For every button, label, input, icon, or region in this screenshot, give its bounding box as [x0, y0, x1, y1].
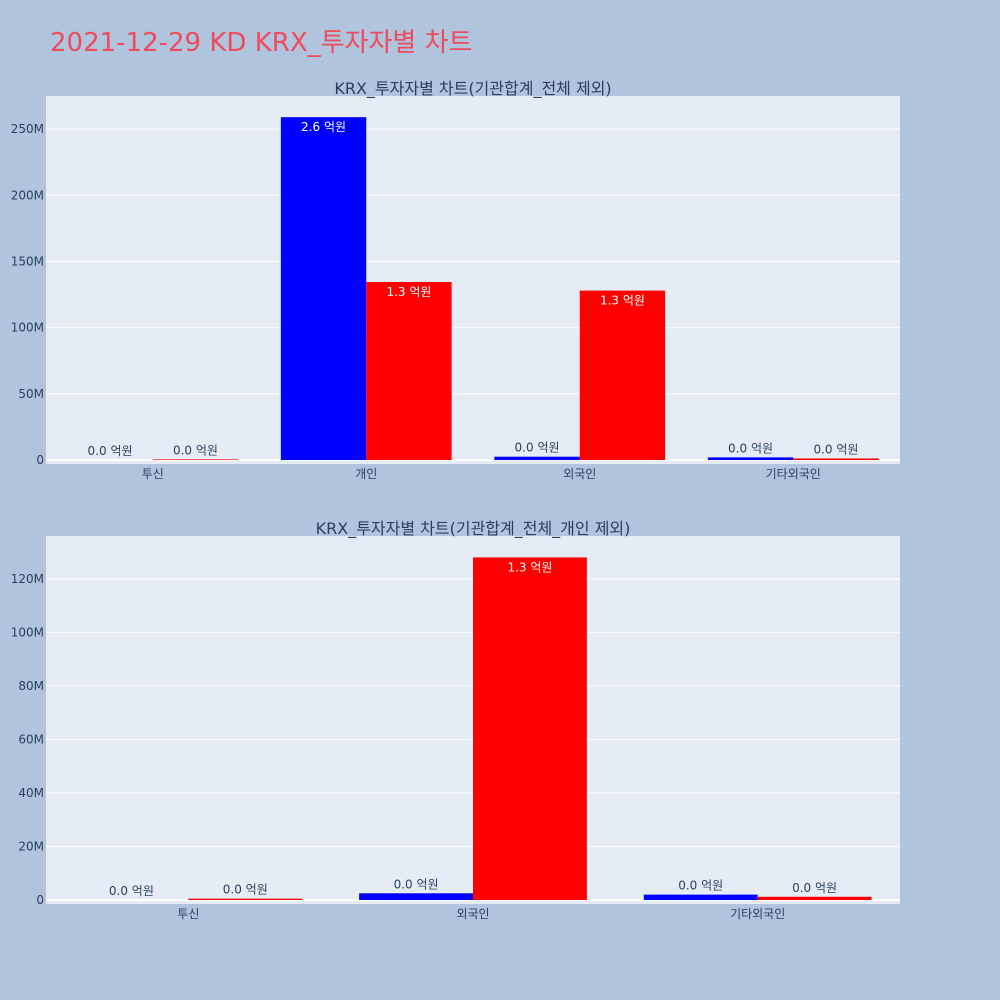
data-label-1-0-2: 0.0 억원 [678, 879, 723, 893]
data-label-0-0-2: 0.0 억원 [515, 441, 560, 455]
x-tick-label-1-2: 기타외국인 [730, 907, 785, 921]
bar-1-0-1 [359, 893, 473, 900]
y-tick-label-1-2: 40M [18, 786, 44, 800]
y-tick-label-1-3: 60M [18, 732, 44, 746]
y-tick-label-1-0: 0 [36, 893, 44, 907]
data-label-1-1-0: 0.0 억원 [223, 883, 268, 897]
data-label-0-0-3: 0.0 억원 [728, 441, 773, 455]
bar-0-1-3 [793, 458, 879, 461]
data-label-1-0-0: 0.0 억원 [109, 884, 154, 898]
x-tick-label-1-1: 외국인 [456, 907, 489, 921]
y-tick-label-1-6: 120M [11, 572, 44, 586]
y-tick-label-0-4: 200M [11, 188, 44, 202]
bar-1-1-0 [188, 898, 303, 900]
y-tick-label-0-5: 250M [11, 122, 44, 136]
bar-1-1-2 [757, 896, 872, 900]
bar-0-1-2 [579, 290, 666, 461]
plot-area-0 [46, 96, 900, 464]
y-tick-label-0-1: 50M [18, 387, 44, 401]
bar-0-0-2 [494, 456, 580, 461]
bar-0-1-0 [152, 459, 239, 461]
data-label-0-0-1: 2.6 억원 [301, 120, 346, 134]
y-tick-label-1-5: 100M [11, 625, 44, 639]
data-label-1-1-2: 0.0 억원 [792, 881, 837, 895]
bar-1-0-2 [643, 894, 758, 900]
x-tick-label-0-1: 개인 [355, 467, 377, 481]
data-label-0-1-2: 1.3 억원 [600, 294, 645, 308]
bar-1-1-1 [473, 557, 587, 900]
x-tick-label-0-0: 투신 [142, 467, 164, 481]
y-tick-label-1-4: 80M [18, 679, 44, 693]
y-tick-label-0-0: 0 [36, 453, 44, 467]
x-tick-label-1-0: 투신 [177, 907, 199, 921]
y-tick-label-1-1: 20M [18, 839, 44, 853]
bar-0-0-1 [280, 117, 367, 461]
x-tick-label-0-2: 외국인 [563, 467, 596, 481]
page-title: 2021-12-29 KD KRX_투자자별 차트 [50, 28, 473, 58]
bar-0-1-1 [366, 281, 452, 461]
y-tick-label-0-2: 100M [11, 321, 44, 335]
data-label-1-1-1: 1.3 억원 [507, 560, 552, 574]
chart-title-0: KRX_투자자별 차트(기관합계_전체 제외) [334, 79, 611, 99]
y-tick-label-0-3: 150M [11, 254, 44, 268]
data-label-0-1-3: 0.0 억원 [813, 442, 858, 456]
data-label-0-1-0: 0.0 억원 [173, 443, 218, 457]
chart-title-1: KRX_투자자별 차트(기관합계_전체_개인 제외) [316, 519, 631, 539]
data-label-1-0-1: 0.0 억원 [394, 877, 439, 891]
bar-0-0-3 [707, 457, 794, 461]
data-label-0-1-1: 1.3 억원 [386, 285, 431, 299]
x-tick-label-0-3: 기타외국인 [766, 467, 821, 481]
data-label-0-0-0: 0.0 억원 [88, 444, 133, 458]
